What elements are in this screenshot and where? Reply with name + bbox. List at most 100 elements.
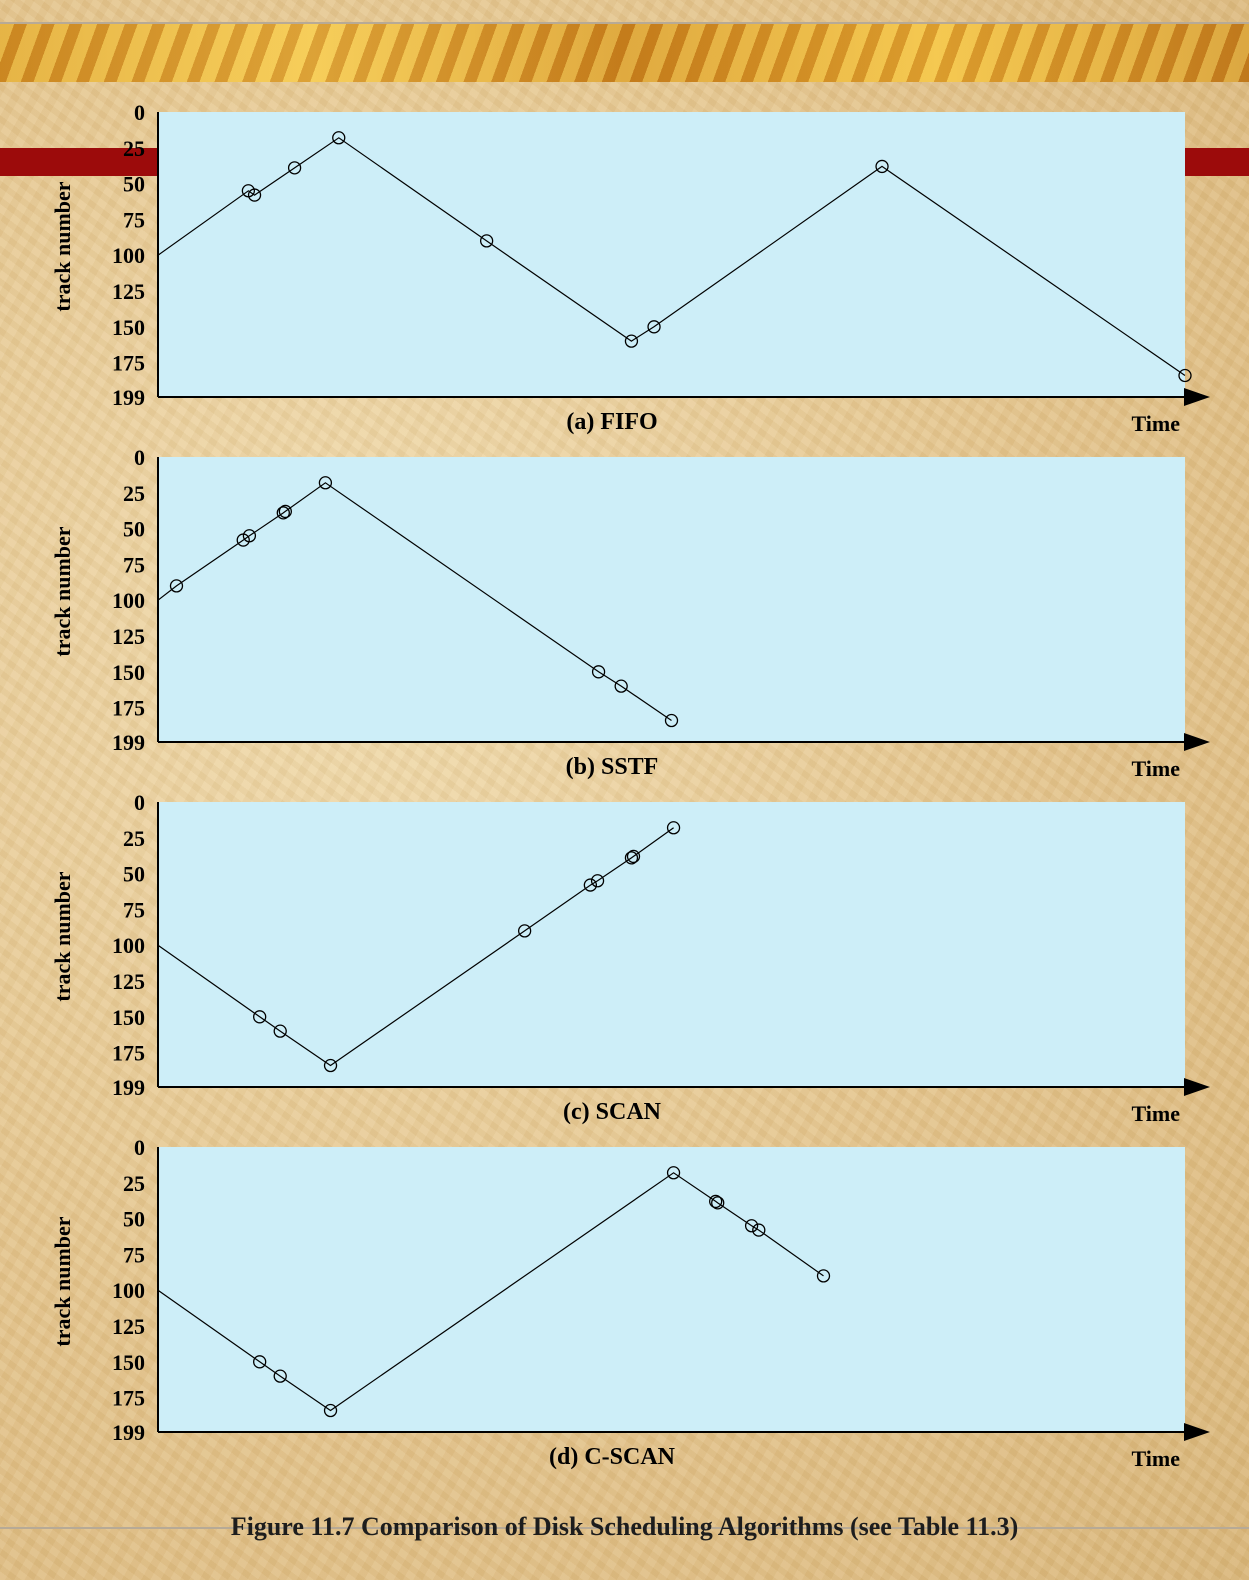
data-point xyxy=(1178,368,1192,383)
x-axis-arrow xyxy=(1184,733,1210,751)
chart-title: (b) SSTF xyxy=(566,754,659,780)
accent-bar-right xyxy=(1183,148,1249,176)
header-banner xyxy=(0,22,1249,82)
data-point xyxy=(875,159,889,174)
data-point xyxy=(247,188,262,202)
data-point xyxy=(278,504,292,519)
data-point xyxy=(318,476,333,490)
y-tick-label: 75 xyxy=(123,552,145,577)
y-tick-label: 100 xyxy=(112,1278,145,1303)
data-point xyxy=(664,713,679,728)
y-tick-label: 150 xyxy=(112,1350,145,1375)
data-point xyxy=(253,1010,267,1024)
y-tick-label: 0 xyxy=(134,100,145,125)
y-tick-label: 150 xyxy=(112,1005,145,1030)
y-tick-label: 175 xyxy=(112,1386,145,1411)
plot-area xyxy=(158,457,1185,742)
y-tick-label: 100 xyxy=(112,588,145,613)
data-point xyxy=(479,234,494,248)
plot-area xyxy=(158,112,1185,397)
top-rule xyxy=(0,22,1249,24)
data-point xyxy=(517,924,532,938)
x-axis-label: Time xyxy=(1132,1101,1181,1126)
chart-4: 0 25 50 75 100 125 150 175 199 track number (d) C-… xyxy=(50,1135,1210,1471)
data-point xyxy=(752,1223,766,1237)
x-axis-arrow xyxy=(1184,1423,1210,1441)
y-tick-label: 175 xyxy=(112,696,145,721)
x-axis-label: Time xyxy=(1132,756,1181,781)
figure-caption: Figure 11.7 Comparison of Disk Schedulin… xyxy=(230,1512,1019,1541)
chart-title: (a) FIFO xyxy=(566,409,657,435)
y-axis-label: track number xyxy=(50,1216,75,1346)
y-tick-label: 50 xyxy=(123,1207,145,1232)
data-point xyxy=(323,1403,338,1418)
series-line xyxy=(157,1172,824,1412)
y-tick-label: 100 xyxy=(112,933,145,958)
accent-bar-left xyxy=(0,148,160,176)
y-tick-label: 125 xyxy=(112,624,145,649)
chart-title: (c) SCAN xyxy=(563,1099,662,1125)
y-tick-label: 125 xyxy=(112,279,145,304)
data-point xyxy=(626,849,641,864)
y-tick-label: 25 xyxy=(123,826,145,851)
y-tick-label: 199 xyxy=(112,1420,145,1445)
y-tick-label: 50 xyxy=(123,862,145,887)
y-tick-label: 150 xyxy=(112,660,145,685)
data-point xyxy=(242,529,257,543)
data-point xyxy=(253,1355,267,1369)
data-point xyxy=(744,1219,759,1233)
x-axis-arrow xyxy=(1184,388,1210,406)
y-tick-label: 25 xyxy=(123,1171,145,1196)
data-point xyxy=(614,679,628,693)
disk-scheduling-charts: 0 25 50 75 100 125 150 175 199 track number (a) FI… xyxy=(50,100,1210,1471)
y-tick-label: 100 xyxy=(112,243,145,268)
y-axis-label: track number xyxy=(50,181,75,311)
y-tick-label: 150 xyxy=(112,315,145,340)
data-point xyxy=(591,665,606,679)
chart-title: (d) C-SCAN xyxy=(549,1444,676,1470)
y-axis-label: track number xyxy=(50,871,75,1001)
bottom-rule xyxy=(0,1527,1249,1529)
y-tick-label: 75 xyxy=(123,1242,145,1267)
y-tick-label: 175 xyxy=(112,351,145,376)
y-tick-label: 25 xyxy=(123,481,145,506)
y-tick-label: 50 xyxy=(123,517,145,542)
data-point xyxy=(816,1269,831,1283)
data-point xyxy=(273,1369,287,1383)
series-line xyxy=(157,482,672,721)
plot-area xyxy=(158,1147,1185,1432)
data-point xyxy=(287,161,302,175)
y-axis-label: track number xyxy=(50,526,75,656)
data-point xyxy=(590,874,605,888)
chart-1: 0 25 50 75 100 125 150 175 199 track number (a) FI… xyxy=(50,100,1210,436)
x-axis-label: Time xyxy=(1132,1446,1181,1471)
chart-3: 0 25 50 75 100 125 150 175 199 track number (c) SC… xyxy=(50,790,1210,1126)
data-point xyxy=(169,579,184,593)
y-tick-label: 75 xyxy=(123,207,145,232)
y-tick-label: 0 xyxy=(134,1135,145,1160)
y-tick-label: 0 xyxy=(134,445,145,470)
x-axis-arrow xyxy=(1184,1078,1210,1096)
data-point xyxy=(624,334,639,348)
data-point xyxy=(666,1166,681,1180)
data-point xyxy=(276,506,290,520)
y-tick-label: 75 xyxy=(123,897,145,922)
data-point xyxy=(332,131,346,145)
x-axis-label: Time xyxy=(1132,411,1181,436)
chart-2: 0 25 50 75 100 125 150 175 199 track number (b) SS… xyxy=(50,445,1210,781)
data-point xyxy=(583,878,598,892)
y-tick-label: 50 xyxy=(123,172,145,197)
y-tick-label: 125 xyxy=(112,1314,145,1339)
data-point xyxy=(647,320,661,334)
data-point xyxy=(323,1058,338,1073)
series-line xyxy=(157,827,674,1067)
data-point xyxy=(711,1196,725,1210)
series-line xyxy=(157,137,1186,376)
plot-area xyxy=(158,802,1185,1087)
y-tick-label: 0 xyxy=(134,790,145,815)
data-point xyxy=(709,1194,723,1209)
y-tick-label: 125 xyxy=(112,969,145,994)
y-tick-label: 199 xyxy=(112,385,145,410)
y-tick-label: 175 xyxy=(112,1041,145,1066)
data-point xyxy=(624,851,639,865)
